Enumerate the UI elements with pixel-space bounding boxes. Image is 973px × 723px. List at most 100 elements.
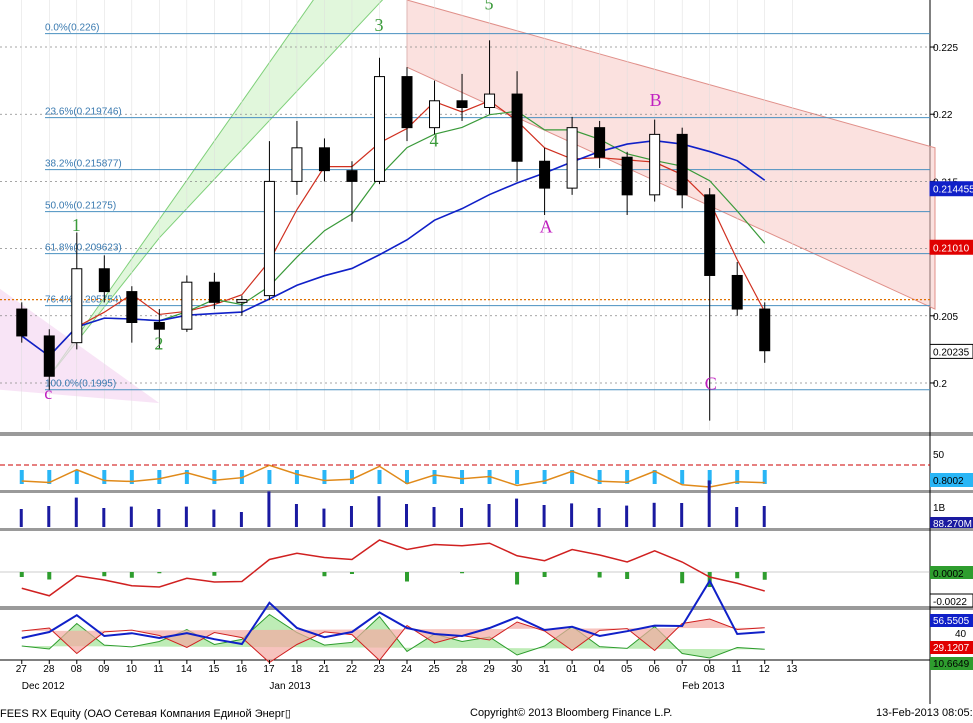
day-label: 14 [181, 664, 193, 675]
rsi-bar [570, 470, 575, 484]
day-label: 11 [153, 664, 164, 675]
rsi-bar [707, 470, 712, 484]
macd-bar [597, 572, 602, 578]
fib-label: 61.8%(0.209623) [45, 243, 122, 254]
wave-label: 2 [154, 333, 163, 353]
macd-bar [322, 572, 327, 577]
day-label: 09 [98, 664, 110, 675]
macd-bar [102, 572, 107, 577]
timestamp-label: 13-Feb-2013 08:05:23 [876, 707, 973, 719]
candle-body [318, 147, 330, 172]
rsi-bar [102, 470, 107, 484]
up-channel [48, 0, 384, 377]
volume-marker [930, 517, 973, 528]
macd-bar [129, 572, 134, 578]
volume-bar [74, 497, 78, 527]
price-tick-label: 0.225 [933, 43, 958, 54]
candle-body [649, 133, 661, 196]
fib-label: 100.0%(0.1995) [45, 379, 116, 390]
rsi-bar [157, 470, 162, 484]
candle-body [456, 100, 468, 108]
dmi-marker [930, 641, 973, 654]
candles [16, 40, 771, 421]
macd-bar [680, 572, 685, 584]
day-label: 22 [346, 664, 358, 675]
wave-label: 5 [485, 0, 494, 13]
day-label: 23 [373, 664, 385, 675]
volume-tick: 1B [933, 503, 946, 514]
wave-labels: 1 2 3 4 5 A B Cc [44, 0, 716, 403]
macd-bar [625, 572, 630, 579]
candle-body [731, 274, 743, 310]
candle-body [401, 76, 413, 129]
day-label: 05 [621, 664, 633, 675]
price-marker-label: 0.214455 [933, 185, 973, 196]
volume-bar [377, 496, 381, 527]
volume-bar [762, 506, 766, 527]
wave-label: 3 [374, 15, 383, 35]
candle-body [346, 170, 358, 182]
chart-canvas: 0.0%(0.226) 23.6%(0.219746) 38.2%(0.215877… [0, 0, 973, 704]
day-label: 12 [759, 664, 771, 675]
moving-averages [21, 100, 766, 358]
macd-marker2 [929, 593, 973, 608]
fib-label: 50.0%(0.21275) [45, 201, 116, 212]
day-label: 31 [539, 664, 551, 675]
macd-bar [515, 572, 520, 585]
candle-body [16, 308, 28, 337]
rsi-value: 0.8002 [933, 476, 964, 487]
candle-body [181, 281, 193, 330]
price-tick-label: 0.205 [933, 312, 958, 323]
volume-bar [102, 508, 106, 527]
dmi-marker [930, 657, 973, 670]
candle-body [676, 133, 688, 196]
macd-value2: -0.0022 [933, 597, 967, 608]
volume-bar [432, 507, 436, 527]
wave-label: A [540, 216, 553, 236]
volume-bar [129, 506, 133, 527]
candle-body [71, 268, 83, 344]
day-label: 01 [566, 664, 578, 675]
dmi-adx-line [21, 578, 765, 646]
volume-bar [47, 506, 51, 527]
rsi-bar [377, 470, 382, 484]
volume-bar [294, 504, 298, 527]
copyright-label: Copyright© 2013 Bloomberg Finance L.P. [470, 707, 673, 719]
day-label: 24 [401, 664, 413, 675]
volume-bar [707, 480, 711, 527]
day-label: 07 [676, 664, 688, 675]
day-label: 21 [318, 664, 330, 675]
day-label: 06 [649, 664, 661, 675]
wave-label: B [650, 90, 662, 110]
rsi-line [21, 464, 765, 488]
macd-bar [212, 572, 217, 576]
rsi-bar [515, 470, 520, 484]
wave-label: 1 [72, 215, 81, 235]
day-label: 13 [786, 664, 798, 675]
date-axis: 27 28 08 09 10 11 14 15 16 17 18 21 22 23 24 25 28 29 30 31… [16, 660, 798, 692]
rsi-bar [349, 470, 354, 484]
rsi-bar [652, 470, 657, 484]
dmi-value: 29.1207 [933, 643, 970, 654]
dmi-value: 56.5505 [933, 616, 970, 627]
day-label: 08 [71, 664, 83, 675]
price-marker-label: 0.21010 [933, 243, 970, 254]
volume-bar [680, 503, 684, 527]
trend-channels [0, 0, 936, 404]
macd-bar [405, 572, 410, 582]
macd-bar [19, 572, 24, 577]
candle-body [429, 100, 441, 129]
day-label: 28 [456, 664, 468, 675]
footer-bar: FEES RX Equity (ОАО Сетевая Компания Еди… [0, 704, 973, 723]
day-label: 29 [484, 664, 496, 675]
day-label: 08 [704, 664, 716, 675]
volume-bar [735, 507, 739, 527]
volume-bar [652, 502, 656, 527]
wave-label: c [44, 383, 52, 403]
rsi-bar [322, 470, 327, 484]
day-label: 11 [731, 664, 742, 675]
price-marker-fill [930, 240, 973, 255]
volume-bar [184, 506, 188, 527]
rsi-bar [184, 470, 189, 484]
day-label: 30 [511, 664, 523, 675]
